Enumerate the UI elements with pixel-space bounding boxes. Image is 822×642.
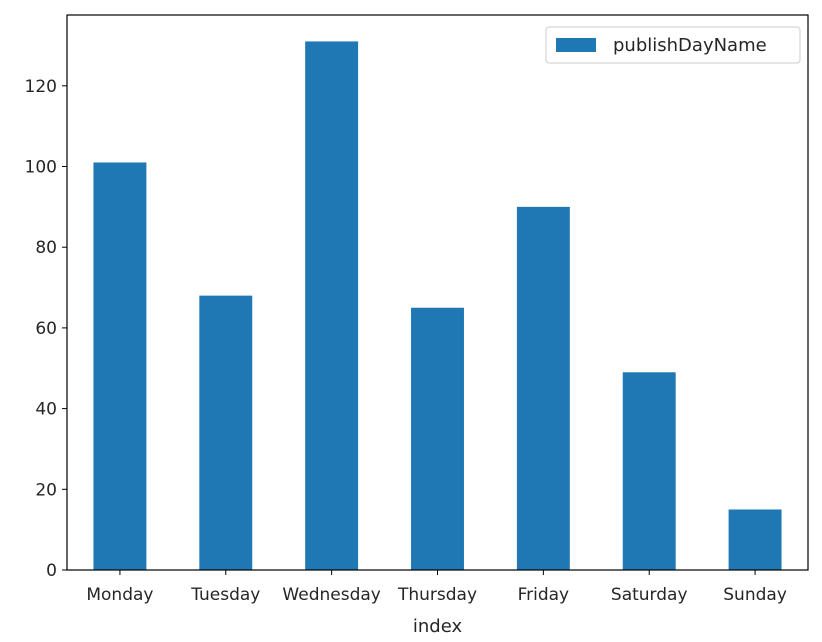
x-tick-label: Wednesday [282, 585, 380, 605]
bar-saturday [622, 372, 676, 570]
x-axis-label: index [413, 616, 463, 637]
y-tick-label: 60 [35, 319, 57, 339]
bars-group [93, 41, 782, 571]
x-axis-ticks: Monday Tuesday Wednesday Thursday Friday Satu… [86, 570, 787, 605]
y-tick-label: 0 [46, 561, 57, 581]
x-tick-label: Monday [86, 585, 153, 605]
x-tick-label: Sunday [723, 585, 787, 605]
bar-tuesday [199, 295, 253, 570]
y-tick-label: 20 [35, 480, 57, 500]
legend-label: publishDayName [613, 35, 767, 56]
legend-swatch [556, 38, 596, 52]
y-tick-label: 100 [25, 158, 57, 178]
bar-monday [93, 162, 147, 570]
plot-frame [66, 14, 809, 571]
bar-thursday [411, 307, 464, 570]
bar-sunday [728, 509, 782, 570]
y-axis-ticks: 0 20 40 60 80 100 120 [25, 77, 67, 581]
y-tick-label: 80 [35, 238, 57, 258]
legend: publishDayName [545, 26, 801, 64]
x-tick-label: Thursday [397, 585, 477, 605]
bar-wednesday [305, 41, 359, 570]
legend-box [545, 26, 801, 64]
bar-friday [516, 206, 570, 571]
x-tick-label: Saturday [611, 585, 688, 605]
x-tick-label: Tuesday [190, 585, 260, 605]
y-tick-label: 120 [25, 77, 57, 97]
x-tick-label: Friday [518, 585, 570, 605]
y-tick-label: 40 [35, 400, 57, 420]
